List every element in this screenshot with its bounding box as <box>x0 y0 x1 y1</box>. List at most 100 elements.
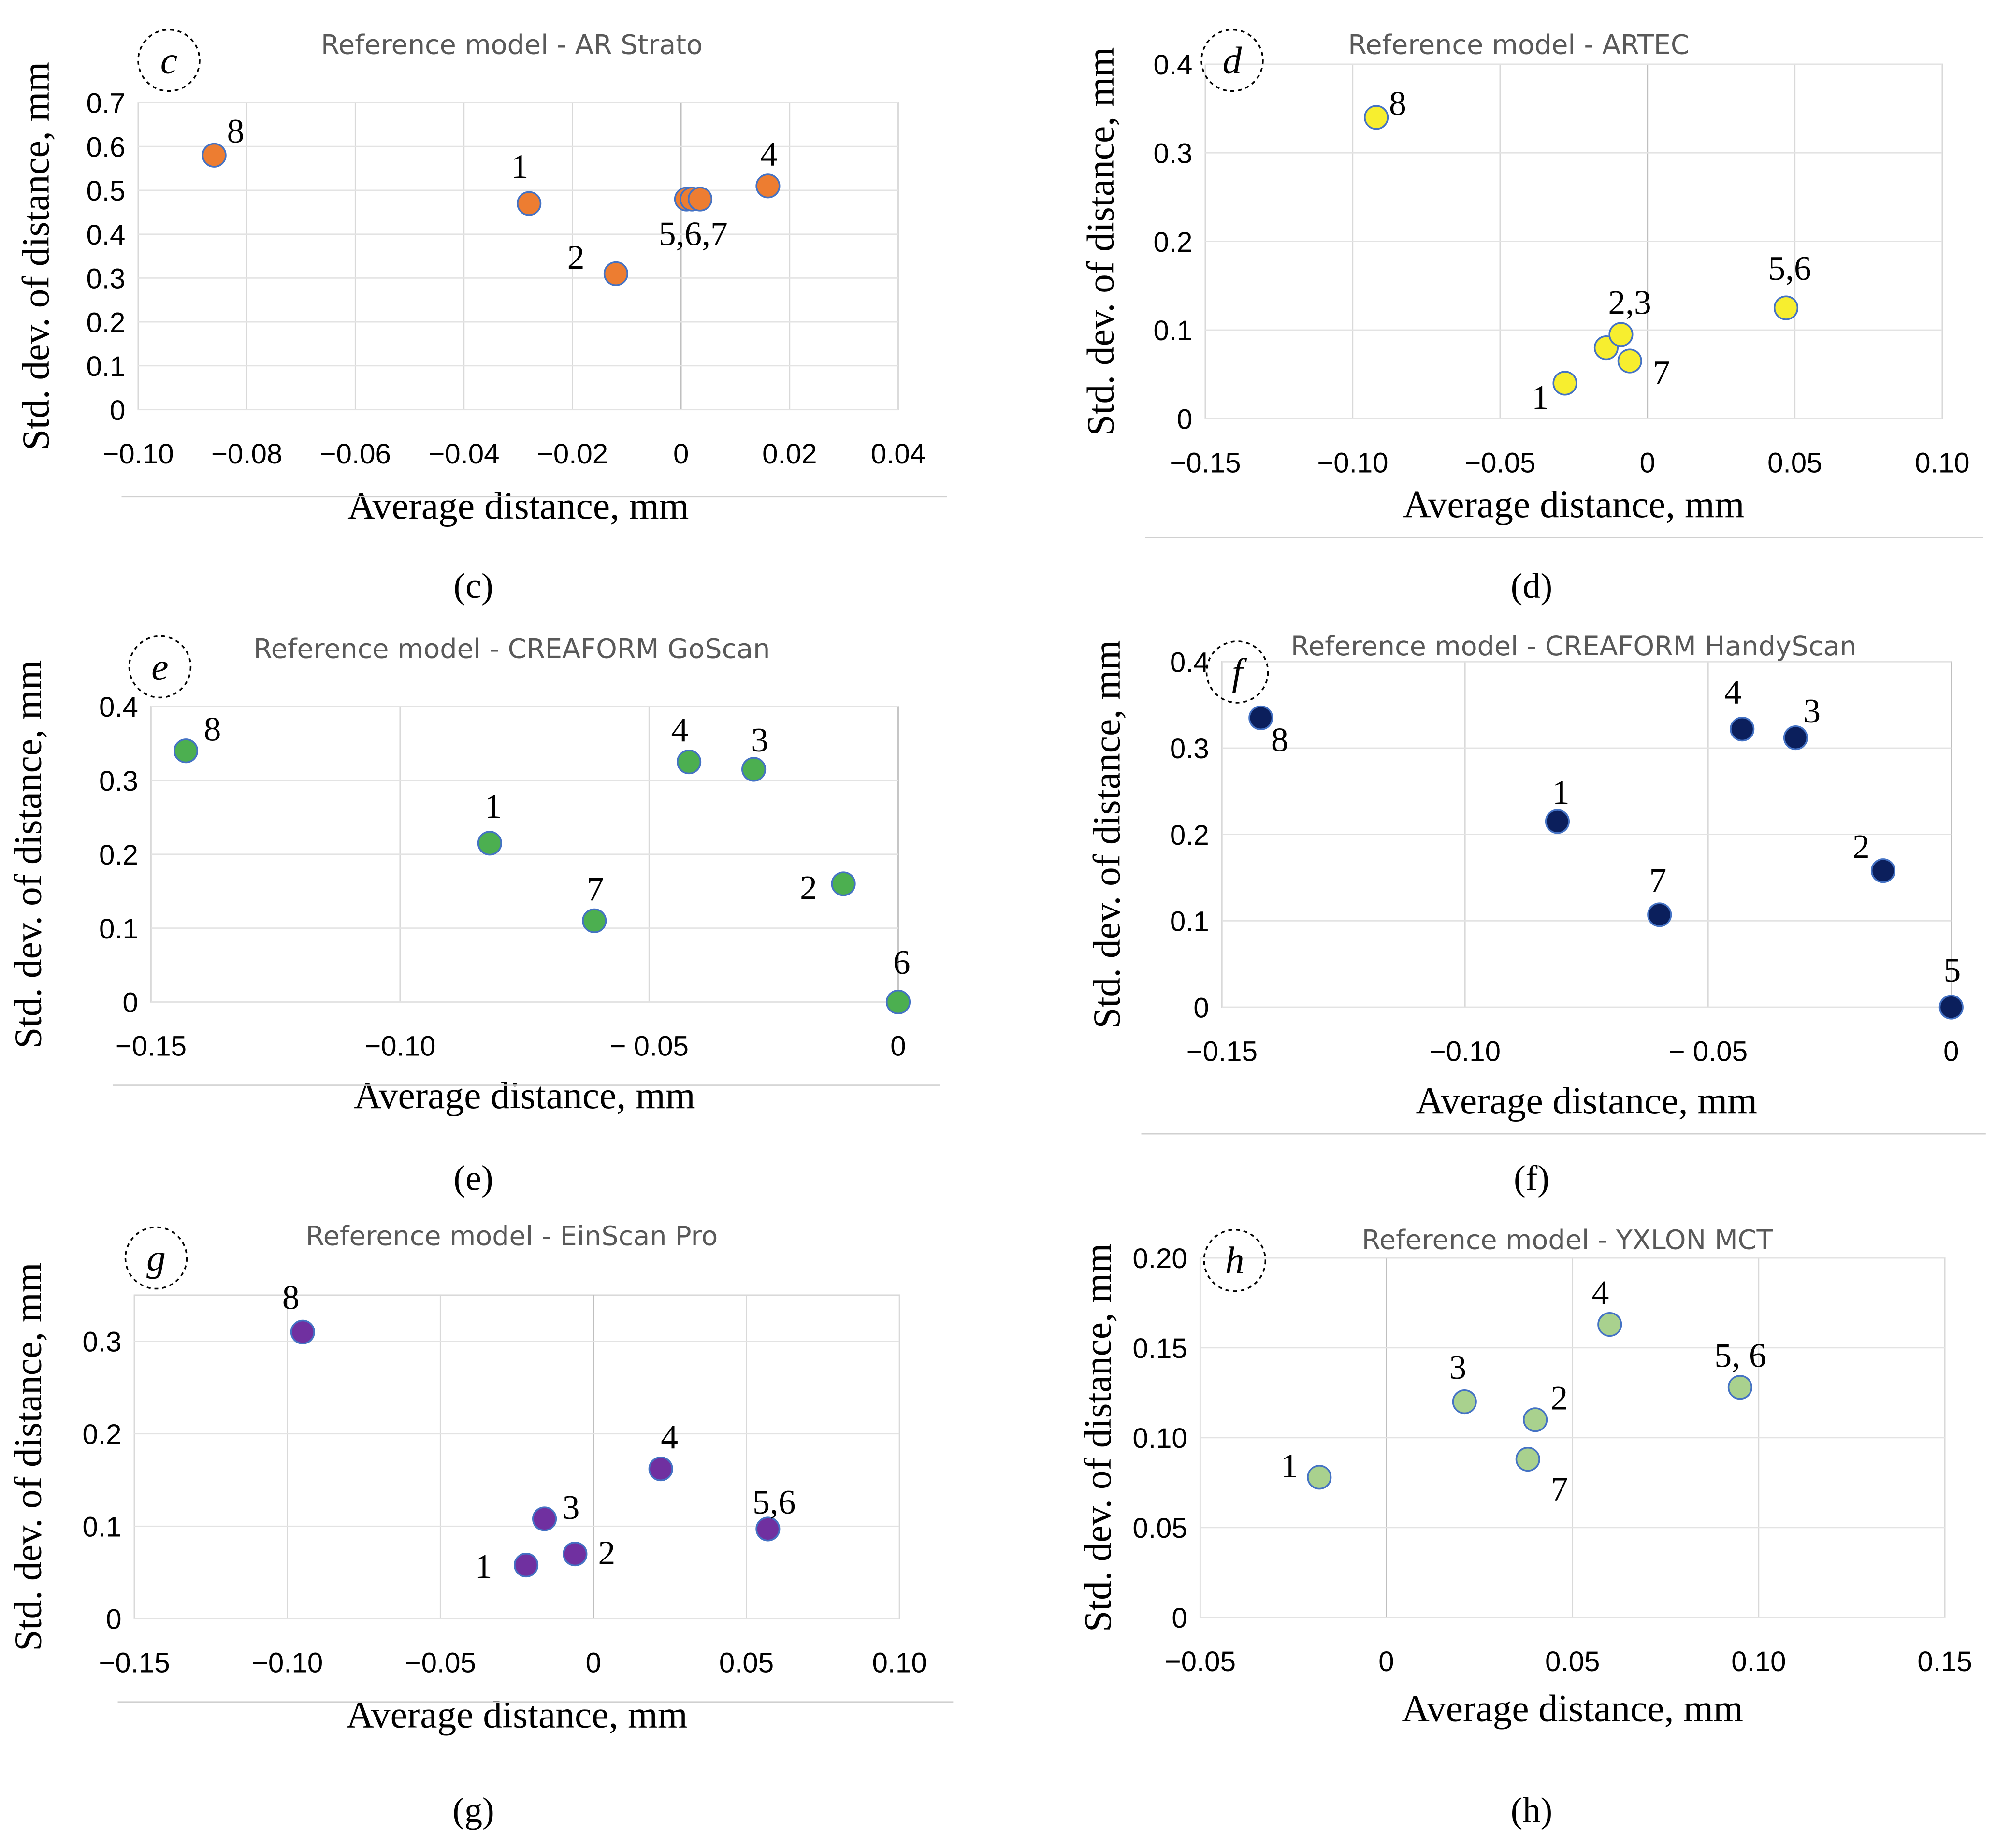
x-tick-label: −0.02 <box>537 438 608 470</box>
chart-title: Reference model - ARTEC <box>1348 29 1689 61</box>
y-tick-label: 0 <box>1177 404 1192 435</box>
chart-f: −0.15 −0.10 − 0.05 0 0 0.1 0.2 0.3 0.4 Reference … <box>1086 631 1986 1198</box>
x-tick-label: −0.06 <box>320 438 391 470</box>
data-point <box>477 831 502 856</box>
point-label: 2 <box>1852 827 1870 866</box>
point-label: 1 <box>1552 773 1570 811</box>
y-tick-label: 0.15 <box>1132 1333 1187 1364</box>
panel-badge-circle <box>128 635 192 699</box>
chart-title: Reference model - EinScan Pro <box>306 1221 718 1252</box>
chart-g: −0.15 −0.10 −0.05 0 0.05 0.10 0 0.1 0.2 0.3 Refere… <box>7 1221 954 1831</box>
x-tick-label: −0.15 <box>99 1647 170 1679</box>
y-tick-label: 0.2 <box>1170 820 1209 851</box>
data-point <box>1364 105 1389 130</box>
point-label: 3 <box>1803 692 1821 730</box>
panel-badge-circle <box>1205 640 1269 704</box>
point-label: 2 <box>800 869 817 907</box>
y-axis-label: Std. dev. of distance, mm <box>1077 1243 1119 1632</box>
data-point <box>677 750 702 775</box>
point-label: 1 <box>475 1547 492 1586</box>
data-point <box>517 191 542 216</box>
point-label: 1 <box>511 147 529 186</box>
point-label: 1 <box>1532 378 1549 417</box>
caption: (e) <box>453 1159 493 1198</box>
point-label: 8 <box>1389 85 1406 123</box>
point-label: 4 <box>671 711 689 749</box>
x-tick-label: 0.15 <box>1917 1646 1972 1677</box>
x-tick-label: 0.05 <box>719 1647 774 1679</box>
panel-badge-circle <box>1203 1229 1267 1292</box>
y-tick-label: 0.5 <box>86 175 125 207</box>
chart-h: −0.05 0 0.05 0.10 0.15 0 0.05 0.10 0.15 0.20 Refer… <box>1077 1224 1972 1830</box>
chart-e: −0.15 −0.10 − 0.05 0 0 0.1 0.2 0.3 0.4 Reference … <box>7 633 940 1198</box>
y-tick-label: 0.4 <box>1170 647 1209 678</box>
point-label: 7 <box>587 870 604 908</box>
caption: (c) <box>453 566 493 606</box>
x-tick-label: −0.15 <box>1186 1036 1258 1067</box>
x-tick-label: 0 <box>1640 447 1655 478</box>
panel-letter: h <box>1225 1240 1244 1282</box>
x-tick-label: 0 <box>586 1647 601 1679</box>
data-point <box>603 261 628 286</box>
point-label: 7 <box>1653 354 1670 392</box>
caption: (f) <box>1514 1159 1549 1198</box>
data-point <box>1552 371 1577 396</box>
data-point <box>582 908 607 933</box>
point-label: 1 <box>1281 1447 1298 1485</box>
y-tick-label: 0.4 <box>86 219 125 251</box>
point-label: 8 <box>282 1279 300 1317</box>
y-tick-label: 0.3 <box>1153 138 1192 169</box>
data-point <box>1647 902 1672 927</box>
x-tick-label: 0.05 <box>1767 447 1822 478</box>
data-point <box>532 1506 557 1531</box>
x-tick-label: − 0.05 <box>1669 1036 1748 1067</box>
chart-title: Reference model - YXLON MCT <box>1362 1224 1774 1256</box>
y-tick-label: 0 <box>1172 1603 1187 1634</box>
y-tick-label: 0.1 <box>1170 906 1209 938</box>
y-tick-label: 0.2 <box>86 307 125 338</box>
data-point <box>1515 1447 1540 1472</box>
point-label: 7 <box>1649 861 1667 899</box>
y-tick-label: 0.2 <box>99 839 138 871</box>
y-tick-label: 0.1 <box>83 1511 122 1543</box>
caption: (h) <box>1511 1790 1552 1830</box>
y-axis-label: Std. dev. of distance, mm <box>15 62 58 450</box>
y-tick-label: 0.2 <box>83 1419 122 1450</box>
data-point <box>1608 322 1634 347</box>
x-tick-label: −0.05 <box>1464 447 1535 478</box>
y-tick-label: 0 <box>110 395 125 426</box>
data-point <box>831 871 856 896</box>
x-axis-label: Average distance, mm <box>1402 1687 1743 1730</box>
panel-letter: f <box>1232 651 1247 693</box>
x-tick-label: 0 <box>890 1031 906 1062</box>
y-tick-label: 0 <box>123 987 138 1019</box>
caption: (d) <box>1511 566 1552 606</box>
point-label: 8 <box>227 112 245 150</box>
x-tick-label: 0.02 <box>762 438 817 470</box>
x-axis-label: Average distance, mm <box>354 1074 695 1117</box>
x-axis-label: Average distance, mm <box>346 1694 687 1736</box>
y-tick-label: 0 <box>1193 992 1209 1024</box>
y-axis-label: Std. dev. of distance, mm <box>1079 47 1122 435</box>
point-label: 2,3 <box>1608 284 1651 322</box>
point-label: 5, 6 <box>1714 1336 1766 1374</box>
point-label: 3 <box>1449 1348 1467 1386</box>
point-label: 5,6 <box>752 1483 796 1521</box>
data-point <box>1452 1389 1477 1415</box>
point-label: 4 <box>661 1418 678 1456</box>
data-point <box>1938 995 1964 1020</box>
point-label: 5,6,7 <box>659 215 728 253</box>
x-tick-label: −0.10 <box>1317 447 1388 478</box>
y-tick-label: 0.10 <box>1132 1423 1187 1454</box>
data-point <box>1783 725 1808 751</box>
point-label: 3 <box>563 1488 580 1527</box>
y-tick-label: 0.1 <box>1153 315 1192 346</box>
data-point <box>1545 809 1570 834</box>
data-point <box>755 1516 781 1542</box>
y-tick-label: 0.4 <box>99 692 138 723</box>
y-tick-label: 0.3 <box>83 1327 122 1358</box>
x-tick-label: −0.10 <box>364 1031 435 1062</box>
x-tick-label: − 0.05 <box>609 1031 689 1062</box>
point-label: 1 <box>485 787 502 825</box>
